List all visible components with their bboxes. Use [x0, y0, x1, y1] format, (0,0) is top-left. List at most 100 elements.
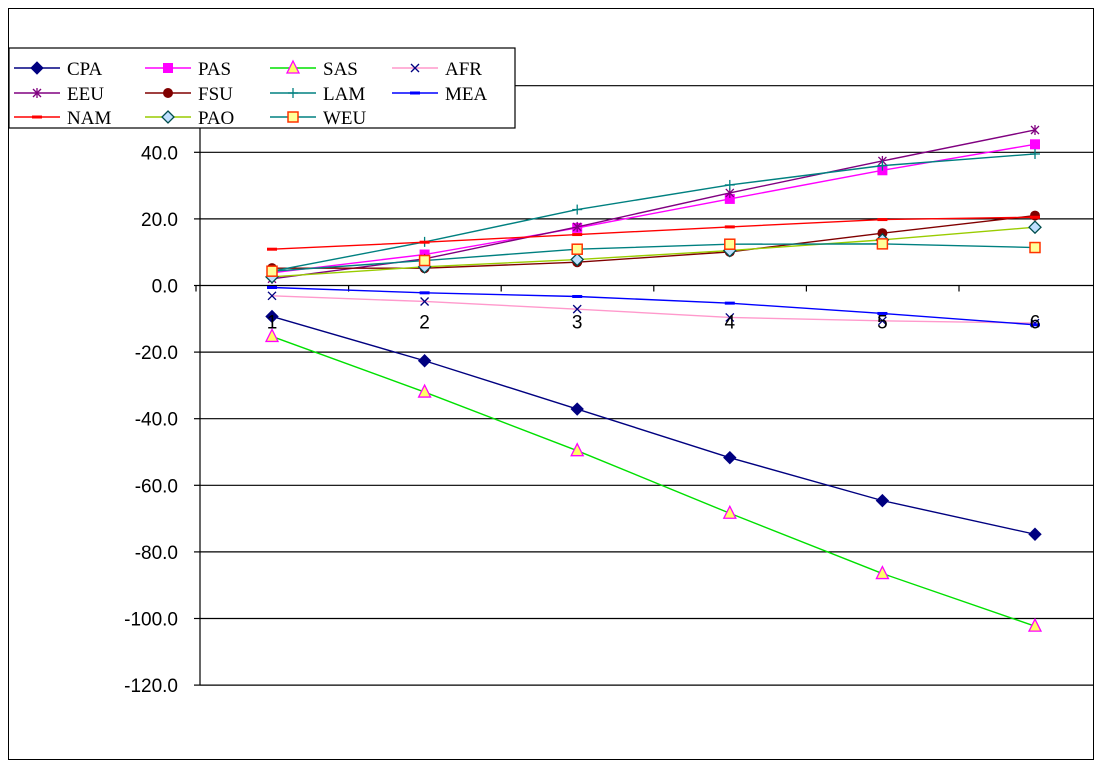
data-point-lam	[724, 179, 735, 190]
series-line-cpa	[271, 315, 1036, 535]
data-point-cpa	[875, 493, 890, 508]
legend-marker	[32, 115, 42, 119]
y-tick-label: -100.0	[124, 610, 178, 631]
legend-item-weu: WEU	[270, 108, 367, 129]
legend-label: FSU	[198, 84, 233, 105]
data-point-mea	[877, 311, 888, 315]
series-line-fsu	[272, 214, 1036, 269]
data-point-pas	[724, 193, 735, 204]
legend-marker	[161, 110, 175, 124]
series-nam	[267, 215, 1040, 251]
data-point-pas	[1030, 139, 1040, 150]
data-point-sas	[722, 504, 737, 519]
data-point-nam	[267, 247, 277, 251]
data-point-mea	[267, 285, 277, 289]
legend-label: WEU	[323, 108, 367, 129]
data-point-mea	[419, 291, 430, 295]
data-point-mea	[724, 301, 735, 305]
data-point-weu	[724, 238, 736, 250]
y-tick-label: 20.0	[141, 210, 178, 231]
y-tick-label: 0.0	[152, 277, 178, 298]
data-point-nam	[572, 233, 583, 237]
legend-item-sas: SAS	[270, 59, 358, 80]
data-point-nam	[724, 225, 735, 229]
series-afr	[267, 291, 1040, 328]
y-tick-label: -120.0	[124, 676, 178, 697]
data-point-mea	[1030, 323, 1040, 327]
data-point-cpa	[723, 450, 737, 465]
series-mea	[267, 285, 1040, 327]
legend-item-pas: PAS	[145, 59, 231, 80]
legend-marker	[410, 63, 420, 73]
series-line-afr	[271, 295, 1036, 324]
data-point-pao	[1028, 220, 1042, 235]
legend-item-nam: NAM	[14, 108, 111, 129]
legend-label: EEU	[67, 84, 104, 105]
data-point-weu	[418, 254, 431, 267]
series-line-nam	[271, 216, 1036, 250]
legend-marker	[285, 59, 301, 74]
series-line-pao	[271, 226, 1036, 278]
data-point-weu	[876, 238, 889, 250]
legend-label: PAO	[198, 108, 234, 129]
legend-marker	[410, 91, 420, 95]
legend-label: MEA	[445, 84, 488, 105]
x-tick-label: 4	[725, 313, 736, 334]
data-point-lam	[1030, 148, 1040, 159]
data-point-afr	[725, 313, 735, 322]
data-point-sas	[1027, 617, 1043, 632]
legend-label: PAS	[198, 59, 231, 80]
data-point-weu	[571, 243, 583, 255]
data-point-sas	[264, 327, 280, 343]
grid-lines	[200, 85, 1094, 686]
data-point-nam	[419, 240, 430, 244]
legend-item-fsu: FSU	[145, 84, 233, 105]
data-point-cpa	[265, 309, 279, 324]
x-tick-label: 5	[877, 313, 888, 334]
data-point-afr	[420, 297, 430, 306]
legend-item-lam: LAM	[270, 84, 365, 105]
legend-marker	[287, 111, 299, 123]
data-point-pao	[570, 252, 585, 267]
data-point-lam	[572, 204, 583, 215]
data-point-sas	[570, 442, 585, 457]
legend: CPA PAS SAS AFR EEU FSU LAM MEA NAM PAO WEU	[8, 47, 516, 129]
series-line-lam	[271, 153, 1036, 272]
data-point-eeu	[1030, 124, 1040, 135]
y-tick-label: -40.0	[135, 410, 178, 431]
chart-area	[8, 8, 1094, 760]
data-point-weu	[1029, 241, 1041, 254]
data-point-afr	[267, 291, 277, 301]
legend-item-mea: MEA	[392, 84, 488, 105]
series-line-sas	[271, 335, 1036, 627]
series-line-mea	[271, 286, 1036, 326]
legend-item-afr: AFR	[392, 59, 482, 80]
legend-marker	[32, 88, 42, 98]
data-point-cpa	[417, 354, 432, 368]
legend-marker	[163, 88, 173, 98]
x-tick-label: 3	[572, 313, 583, 334]
legend-item-eeu: EEU	[14, 84, 104, 105]
data-point-afr	[877, 316, 887, 326]
legend-label: LAM	[323, 84, 365, 105]
data-point-lam	[877, 160, 888, 171]
series-sas	[264, 327, 1043, 632]
legend-item-pao: PAO	[145, 108, 234, 129]
data-point-fsu	[1030, 210, 1040, 221]
y-tick-label: 40.0	[141, 143, 178, 164]
legend-marker	[163, 63, 173, 73]
data-point-cpa	[570, 402, 584, 416]
data-point-cpa	[1028, 527, 1042, 541]
data-point-sas	[417, 383, 432, 398]
data-point-sas	[875, 565, 890, 580]
legend-label: SAS	[323, 59, 358, 80]
legend-marker	[288, 88, 298, 98]
data-point-mea	[572, 294, 583, 298]
legend-item-cpa: CPA	[14, 59, 102, 80]
legend-label: AFR	[445, 59, 482, 80]
tick-labels: 40.0 20.0 0.0 -20.0 -40.0 -60.0 -80.0 -100.0 -12…	[124, 143, 1040, 697]
axes	[194, 85, 1094, 686]
series-cpa	[265, 309, 1042, 541]
data-point-nam	[1030, 215, 1040, 219]
